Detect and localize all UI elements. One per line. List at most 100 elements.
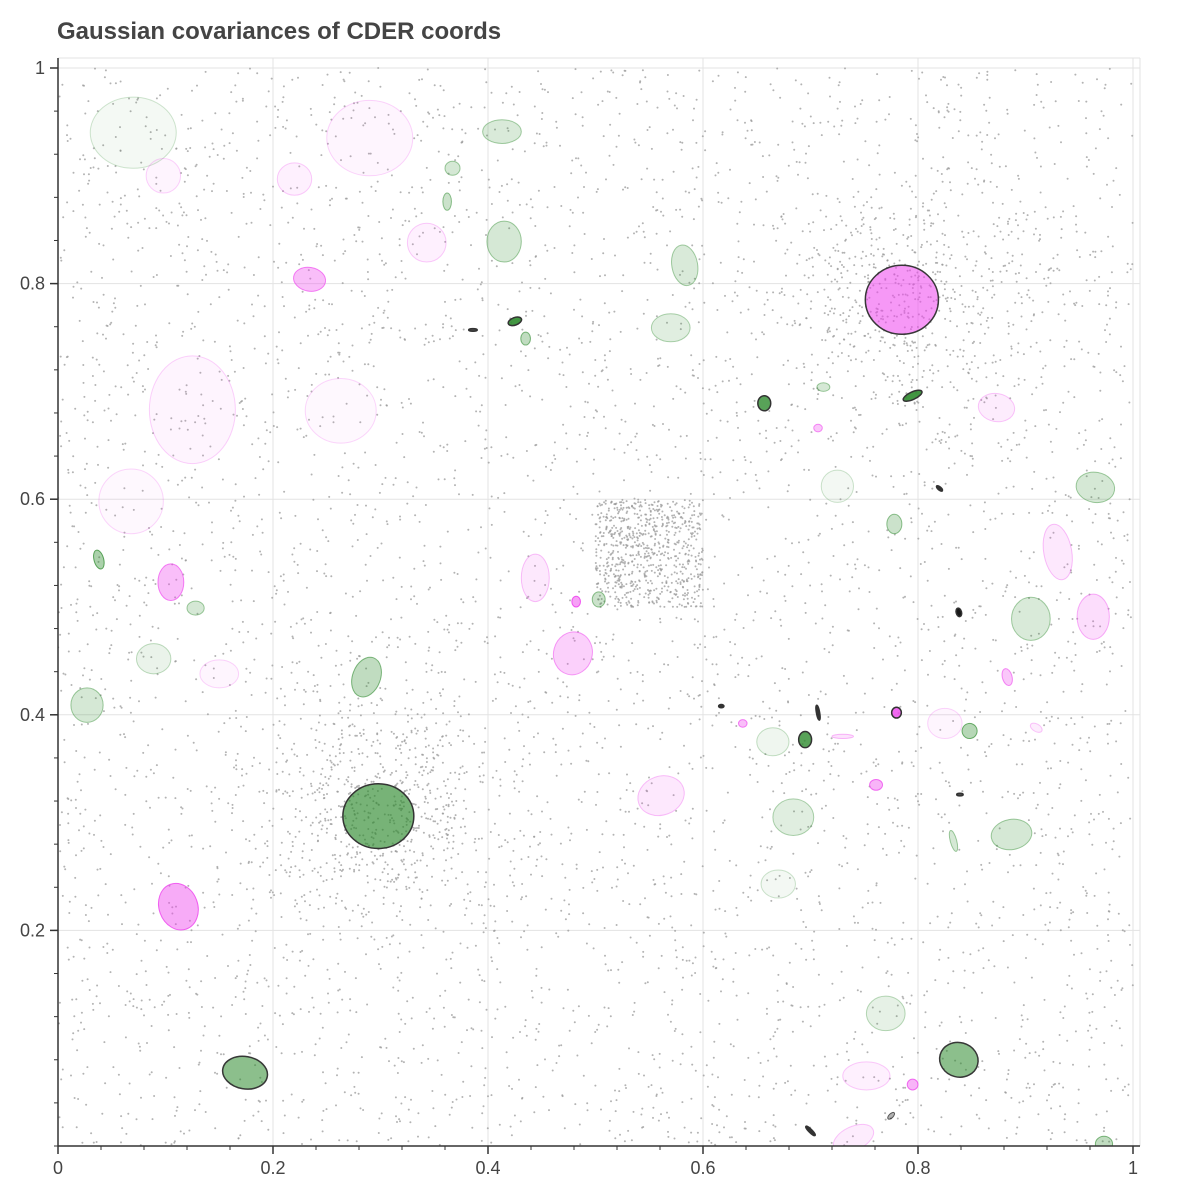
scatter-point [831, 982, 834, 985]
scatter-point [1033, 470, 1036, 473]
scatter-point [969, 781, 972, 784]
scatter-point [862, 711, 865, 714]
scatter-point [580, 801, 583, 803]
scatter-point [1015, 1132, 1018, 1135]
scatter-point [214, 1071, 216, 1074]
scatter-point [345, 832, 348, 835]
scatter-point [275, 1046, 278, 1048]
scatter-point [1088, 821, 1091, 824]
scatter-point [732, 1045, 735, 1048]
scatter-point [326, 73, 329, 76]
scatter-point [582, 211, 585, 214]
scatter-point [675, 565, 678, 568]
scatter-point [252, 600, 255, 603]
scatter-point [470, 1065, 473, 1068]
scatter-point [575, 517, 578, 520]
scatter-point [540, 1001, 543, 1004]
scatter-point [646, 298, 649, 301]
scatter-point [75, 750, 78, 752]
scatter-point [161, 1003, 164, 1006]
scatter-point [341, 491, 344, 494]
scatter-point [84, 468, 86, 471]
scatter-point [839, 100, 841, 103]
scatter-point [979, 711, 982, 713]
scatter-point [772, 89, 775, 92]
scatter-point [257, 139, 260, 142]
scatter-point [526, 474, 529, 477]
scatter-point [997, 492, 1000, 495]
scatter-point [335, 186, 338, 189]
scatter-point [218, 1034, 221, 1037]
scatter-point [218, 296, 221, 299]
scatter-point [140, 651, 143, 654]
scatter-point [269, 134, 272, 137]
scatter-point [105, 627, 108, 630]
scatter-point [144, 970, 147, 973]
scatter-point [370, 332, 373, 335]
scatter-point [735, 994, 738, 997]
scatter-point [1107, 294, 1109, 297]
scatter-point [626, 773, 628, 776]
scatter-point [641, 222, 644, 225]
scatter-point [80, 723, 83, 726]
scatter-point [982, 307, 985, 310]
scatter-point [986, 70, 989, 73]
scatter-point [875, 120, 878, 123]
scatter-point [212, 148, 215, 151]
scatter-point [494, 343, 497, 346]
scatter-point [680, 893, 683, 895]
scatter-point [1006, 966, 1009, 969]
scatter-point [296, 428, 299, 431]
scatter-point [628, 903, 631, 906]
scatter-point [642, 230, 645, 233]
scatter-point [619, 688, 622, 691]
scatter-point [719, 261, 722, 264]
scatter-point [679, 388, 682, 391]
scatter-point [1119, 822, 1122, 825]
scatter-point [778, 689, 781, 692]
scatter-point [834, 514, 837, 517]
scatter-point [195, 678, 198, 681]
scatter-point [129, 992, 132, 995]
scatter-point [947, 567, 950, 570]
scatter-point [243, 266, 246, 269]
scatter-point [974, 611, 977, 614]
scatter-point [1112, 537, 1115, 540]
scatter-point [980, 399, 983, 401]
scatter-point [204, 146, 207, 149]
scatter-point [472, 1028, 475, 1031]
scatter-point [376, 386, 379, 389]
scatter-point [61, 894, 64, 897]
scatter-point [679, 435, 682, 438]
scatter-point [527, 555, 530, 558]
scatter-point [1014, 652, 1017, 655]
scatter-point [443, 1025, 446, 1028]
scatter-point [100, 678, 103, 680]
scatter-point [1098, 275, 1101, 278]
scatter-point [66, 134, 68, 137]
scatter-point [220, 378, 223, 381]
scatter-point [570, 172, 573, 175]
scatter-point [947, 102, 950, 105]
scatter-point [72, 171, 75, 174]
scatter-point [658, 1052, 661, 1055]
scatter-point [598, 594, 601, 597]
scatter-point [490, 91, 493, 94]
scatter-point [581, 371, 584, 374]
scatter-point [890, 937, 893, 940]
scatter-point [294, 514, 297, 517]
scatter-point [1069, 569, 1072, 572]
scatter-point [619, 797, 622, 800]
scatter-point [890, 973, 893, 976]
scatter-point [544, 522, 546, 524]
scatter-point [490, 203, 493, 205]
scatter-point [270, 632, 273, 635]
scatter-point [804, 408, 807, 411]
scatter-point [234, 569, 237, 572]
scatter-point [917, 362, 919, 365]
scatter-point [533, 142, 536, 145]
scatter-point [675, 809, 678, 812]
scatter-point [74, 895, 77, 898]
scatter-point [131, 826, 134, 829]
scatter-point [109, 971, 112, 974]
